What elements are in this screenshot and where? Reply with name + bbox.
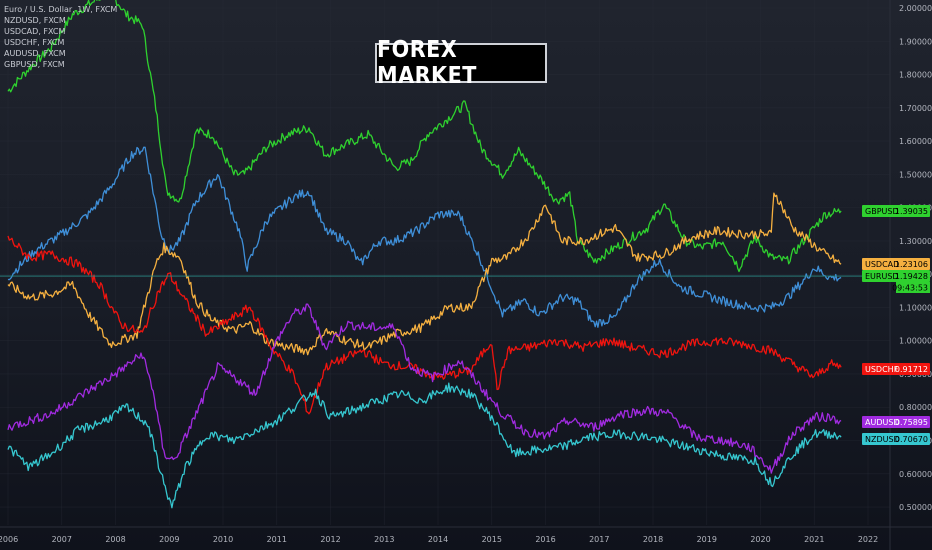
- price-tag-value: 0.91712: [895, 365, 928, 374]
- x-tick-label: 2012: [320, 535, 340, 544]
- price-tag-gbpusd[interactable]: [862, 205, 930, 217]
- series-line-eurusd[interactable]: [7, 146, 842, 328]
- x-tick-label: 2010: [213, 535, 233, 544]
- title-banner: FOREX MARKET: [375, 37, 547, 89]
- price-tag-label: GBPUSD: [865, 207, 899, 216]
- series-line-usdcad[interactable]: [7, 192, 842, 356]
- series-line-nzdusd[interactable]: [7, 382, 842, 509]
- y-tick-label: 0.50000: [899, 503, 932, 512]
- price-tag-nzdusd[interactable]: [862, 433, 930, 445]
- legend: Euro / U.S. Dollar, 1W, FXCM NZDUSD, FXC…: [4, 4, 117, 70]
- x-tick-label: 2013: [374, 535, 394, 544]
- y-tick-label: 2.00000: [899, 4, 932, 13]
- price-tag-label: EURUSD: [865, 272, 899, 281]
- legend-main-symbol: Euro / U.S. Dollar, 1W, FXCM: [4, 5, 118, 14]
- x-tick-label: 2017: [589, 535, 609, 544]
- legend-item[interactable]: AUDUSD, FXCM: [4, 49, 66, 58]
- price-tag-value: 0.70670: [895, 435, 928, 444]
- countdown-box: [896, 282, 930, 293]
- x-tick-label: 2016: [535, 535, 555, 544]
- x-tick-label: 2007: [52, 535, 72, 544]
- price-tag-eurusd[interactable]: [862, 270, 930, 282]
- y-tick-label: 1.90000: [899, 37, 932, 46]
- price-tag-label: NZDUSD: [865, 435, 900, 444]
- price-tag-value: 0.75895: [895, 418, 928, 427]
- x-tick-label: 2015: [482, 535, 502, 544]
- y-tick-label: 1.50000: [899, 170, 932, 179]
- legend-item[interactable]: USDCAD, FXCM: [4, 27, 66, 36]
- price-tag-usdcad[interactable]: [862, 258, 930, 270]
- y-tick-label: 1.60000: [899, 137, 932, 146]
- price-tag-value: 1.39035: [895, 207, 928, 216]
- countdown-text: 09:43:53: [892, 284, 928, 293]
- price-tag-usdchf[interactable]: [862, 363, 930, 375]
- price-tag-label: USDCHF: [865, 365, 899, 374]
- y-tick-label: 0.60000: [899, 470, 932, 479]
- x-tick-label: 2014: [428, 535, 448, 544]
- y-tick-label: 1.70000: [899, 104, 932, 113]
- x-tick-label: 2021: [804, 535, 824, 544]
- x-tick-label: 2018: [643, 535, 663, 544]
- price-tag-value: 1.19428: [895, 272, 928, 281]
- series-line-audusd[interactable]: [7, 303, 842, 474]
- y-tick-label: 1.10000: [899, 303, 932, 312]
- x-tick-label: 2020: [750, 535, 770, 544]
- y-tick-label: 0.80000: [899, 403, 932, 412]
- price-tag-audusd[interactable]: [862, 416, 930, 428]
- x-tick-label: 2009: [159, 535, 179, 544]
- price-tag-label: USDCAD: [865, 260, 899, 269]
- legend-item[interactable]: NZDUSD, FXCM: [4, 16, 66, 25]
- y-tick-label: 1.30000: [899, 237, 932, 246]
- x-tick-label: 2008: [105, 535, 125, 544]
- x-tick-label: 2011: [267, 535, 287, 544]
- price-tag-value: 1.23106: [895, 260, 928, 269]
- legend-item[interactable]: GBPUSD, FXCM: [4, 60, 65, 69]
- x-tick-label: 2019: [697, 535, 717, 544]
- price-tag-label: AUDUSD: [865, 418, 900, 427]
- x-tick-label: 2006: [0, 535, 18, 544]
- x-tick-label: 2022: [858, 535, 878, 544]
- series-line-gbpusd[interactable]: [7, 0, 842, 273]
- legend-item[interactable]: USDCHF, FXCM: [4, 38, 65, 47]
- y-tick-label: 1.80000: [899, 71, 932, 80]
- series-line-usdchf[interactable]: [7, 235, 842, 415]
- y-tick-label: 1.00000: [899, 337, 932, 346]
